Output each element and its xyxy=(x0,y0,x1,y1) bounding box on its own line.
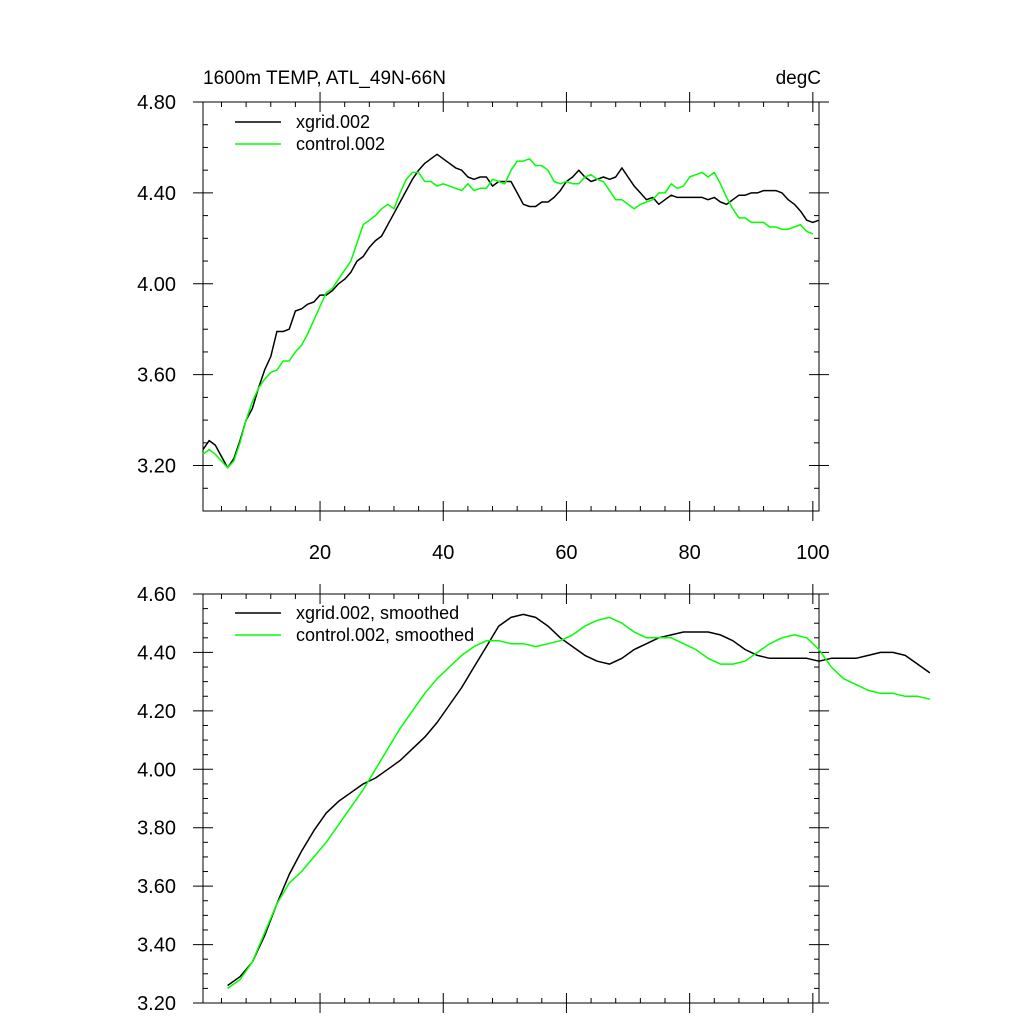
legend-label-control-smoothed: control.002, smoothed xyxy=(296,625,474,645)
bottom-panel: 3.20 3.40 3.60 3.80 4.00 4.20 4.40 4.60 xgrid.0… xyxy=(137,584,931,1015)
bottom-y-tick-label: 3.80 xyxy=(137,818,176,840)
top-axes: 20 40 60 80 100 3.20 3.60 4.00 4.40 4.80 xyxy=(137,92,830,564)
bottom-axes: 3.20 3.40 3.60 3.80 4.00 4.20 4.40 4.60 xyxy=(137,584,829,1015)
legend-label-xgrid-smoothed: xgrid.002, smoothed xyxy=(296,603,459,623)
top-panel: 1600m TEMP, ATL_49N-66N degC 20 40 60 80 100… xyxy=(137,68,829,564)
units-label: degC xyxy=(776,68,821,89)
top-x-tick-label: 20 xyxy=(309,542,331,564)
top-y-tick-label: 4.80 xyxy=(137,92,176,114)
bottom-series-group xyxy=(227,613,931,990)
bottom-y-tick-label: 4.20 xyxy=(137,701,176,723)
bottom-y-tick-label: 3.20 xyxy=(137,993,176,1015)
top-y-tick-label: 4.00 xyxy=(137,274,176,296)
chart-title: 1600m TEMP, ATL_49N-66N xyxy=(203,68,446,89)
top-y-tick-label: 4.40 xyxy=(137,183,176,205)
bottom-series-line-xgrid xyxy=(227,613,931,987)
top-x-tick-label: 100 xyxy=(796,542,829,564)
legend-label-xgrid: xgrid.002 xyxy=(296,112,370,132)
top-legend: xgrid.002 control.002 xyxy=(235,112,385,154)
top-y-tick-label: 3.20 xyxy=(137,456,176,478)
top-y-tick-label: 3.60 xyxy=(137,365,176,387)
bottom-y-tick-label: 3.40 xyxy=(137,935,176,957)
bottom-y-tick-label: 3.60 xyxy=(137,876,176,898)
bottom-legend: xgrid.002, smoothed control.002, smoothe… xyxy=(235,603,474,645)
top-x-tick-label: 80 xyxy=(679,542,701,564)
bottom-y-tick-label: 4.40 xyxy=(137,642,176,664)
bottom-y-tick-label: 4.60 xyxy=(137,584,176,606)
bottom-plot-frame xyxy=(202,593,820,1004)
top-plot-frame xyxy=(202,101,820,512)
top-x-tick-label: 40 xyxy=(432,542,454,564)
top-series-line-xgrid xyxy=(202,153,820,469)
top-series-line-control xyxy=(202,158,814,469)
bottom-y-tick-label: 4.00 xyxy=(137,759,176,781)
legend-label-control: control.002 xyxy=(296,134,385,154)
top-x-tick-label: 60 xyxy=(555,542,577,564)
top-series-group xyxy=(202,153,820,469)
bottom-series-line-control xyxy=(227,616,931,990)
